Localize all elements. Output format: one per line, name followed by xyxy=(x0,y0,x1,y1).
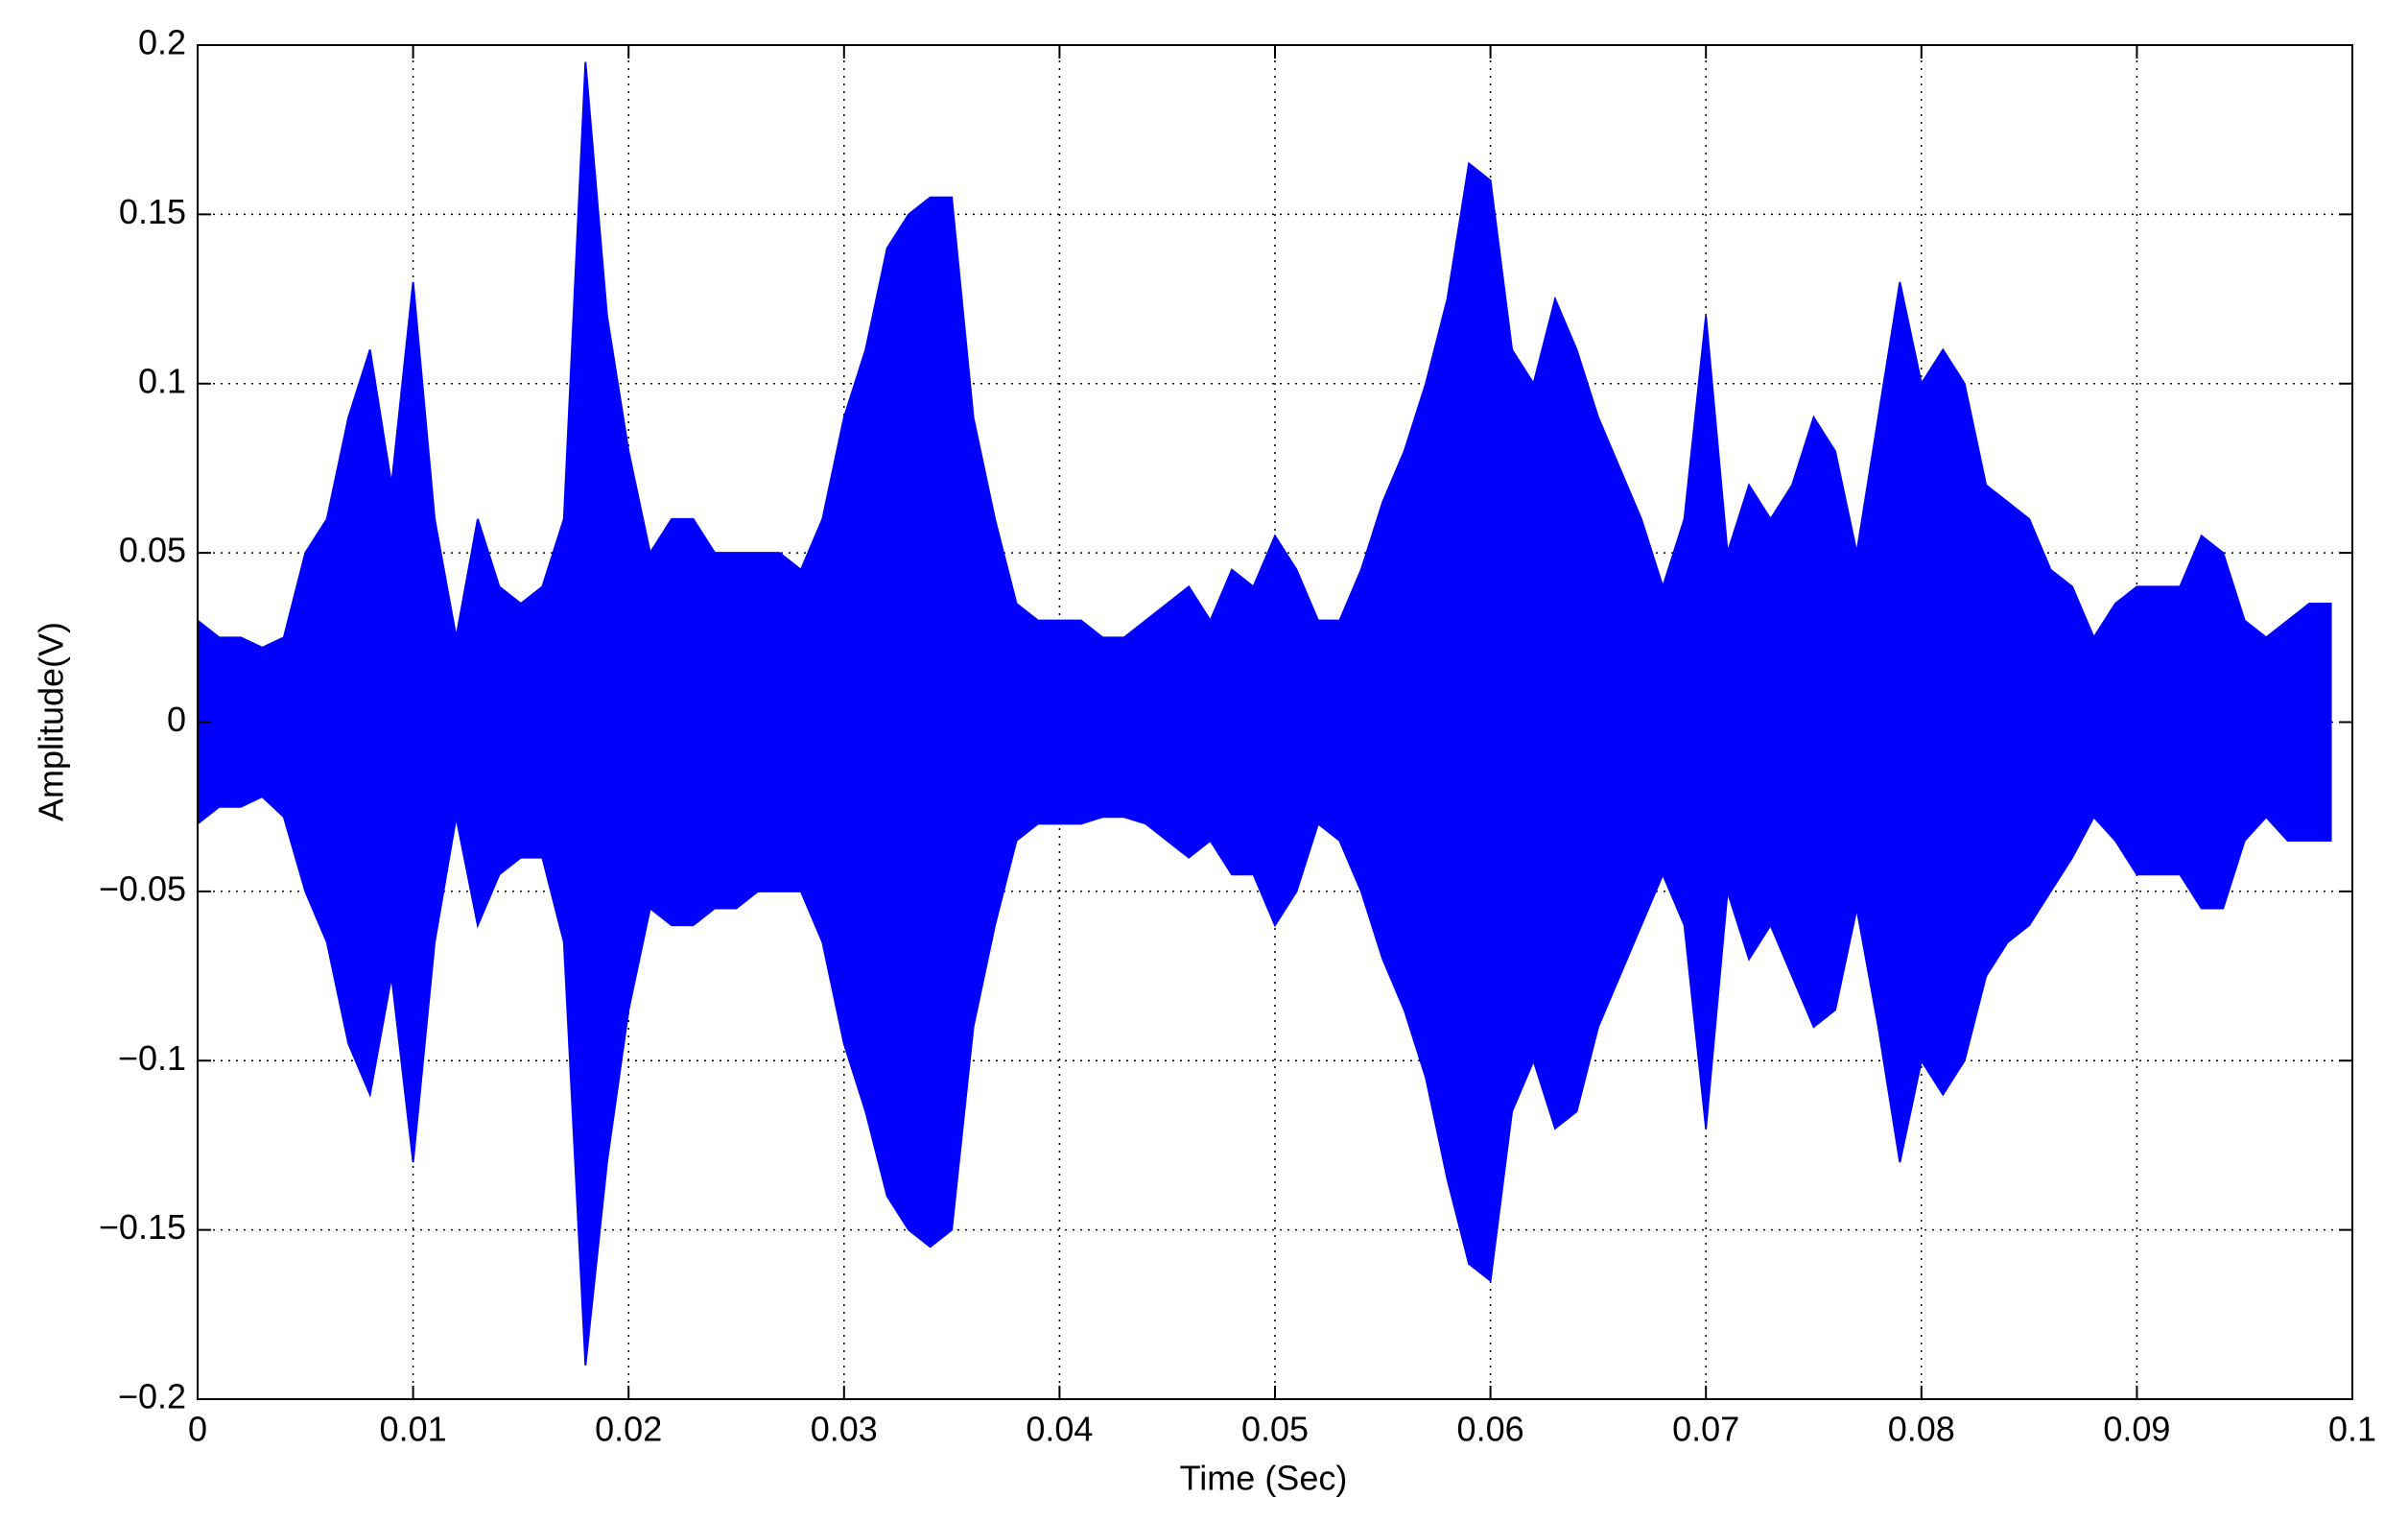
waveform-envelope xyxy=(197,721,2332,1366)
y-tick-label: 0 xyxy=(167,700,186,739)
x-tick-label: 0.08 xyxy=(1888,1410,1955,1449)
x-tick-label: 0.06 xyxy=(1457,1410,1524,1449)
y-tick-label: 0.2 xyxy=(138,23,186,62)
y-tick-label: 0.15 xyxy=(119,192,186,231)
x-axis-label: Time (Sec) xyxy=(1180,1459,1348,1498)
x-tick-label: 0.04 xyxy=(1026,1410,1093,1449)
y-tick-label: −0.05 xyxy=(99,868,186,908)
y-tick-label: 0.05 xyxy=(119,531,186,570)
waveform-envelope xyxy=(197,61,2332,724)
x-tick-label: 0.01 xyxy=(380,1410,447,1449)
x-tick-label: 0.05 xyxy=(1241,1410,1309,1449)
y-axis-label: Amplitude(V) xyxy=(32,622,71,821)
x-tick-label: 0.09 xyxy=(2103,1410,2170,1449)
y-tick-label: −0.15 xyxy=(99,1207,186,1247)
x-tick-label: 0.03 xyxy=(811,1410,878,1449)
y-tick-label: −0.1 xyxy=(118,1038,186,1078)
x-tick-label: 0 xyxy=(188,1410,207,1449)
x-tick-label: 0.02 xyxy=(595,1410,662,1449)
y-tick-label: −0.2 xyxy=(118,1377,186,1416)
x-tick-label: 0.07 xyxy=(1672,1410,1739,1449)
y-tick-label: 0.1 xyxy=(138,361,186,400)
x-tick-label: 0.1 xyxy=(2328,1410,2376,1449)
